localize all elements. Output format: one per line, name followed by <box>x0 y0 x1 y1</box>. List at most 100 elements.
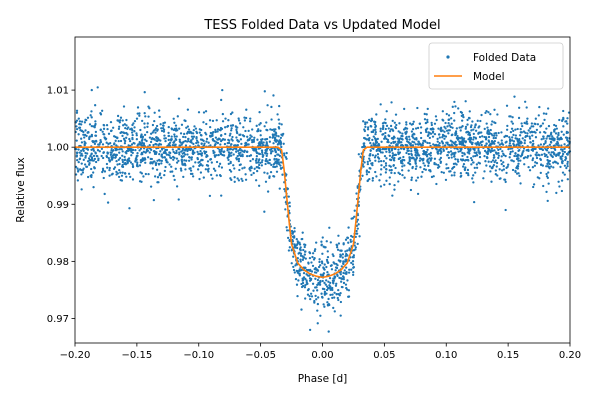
data-point <box>86 152 89 155</box>
data-point <box>220 166 224 169</box>
data-point <box>211 119 215 123</box>
data-point <box>152 143 155 147</box>
data-point <box>325 292 328 295</box>
data-point <box>340 280 343 283</box>
data-point <box>130 143 134 146</box>
data-point <box>274 160 277 163</box>
data-point <box>198 128 201 131</box>
data-point <box>184 144 188 147</box>
data-point <box>261 159 264 162</box>
data-point <box>415 179 418 182</box>
data-point <box>344 283 348 286</box>
data-point <box>465 158 468 162</box>
data-point <box>101 167 105 170</box>
data-point <box>84 118 87 121</box>
data-point <box>273 165 277 169</box>
data-point <box>402 155 405 159</box>
data-point <box>385 110 388 113</box>
data-point <box>333 275 336 278</box>
data-point <box>435 118 438 122</box>
data-point <box>537 153 540 156</box>
data-point <box>103 192 106 196</box>
data-point <box>502 168 506 171</box>
data-point <box>450 174 453 177</box>
data-point <box>168 163 171 166</box>
data-point <box>143 133 147 137</box>
data-point <box>259 142 262 145</box>
data-point <box>552 161 555 164</box>
data-point <box>545 175 549 178</box>
data-point <box>114 139 117 142</box>
data-point <box>341 253 345 256</box>
data-point <box>323 287 326 291</box>
data-point <box>105 162 109 166</box>
data-point <box>437 133 441 136</box>
data-point <box>403 107 406 111</box>
data-point <box>456 158 459 161</box>
data-point <box>433 157 437 160</box>
data-point <box>317 265 321 269</box>
data-point <box>363 142 366 145</box>
data-point <box>391 129 395 132</box>
data-point <box>136 151 139 155</box>
data-point <box>248 154 251 158</box>
data-point <box>215 141 218 144</box>
data-point <box>511 122 515 125</box>
data-point <box>485 156 489 159</box>
data-point <box>366 128 370 131</box>
data-point <box>514 128 517 131</box>
data-point <box>563 147 566 150</box>
data-point <box>228 134 232 137</box>
data-point <box>531 131 534 134</box>
data-point <box>516 139 519 142</box>
data-point <box>545 165 548 168</box>
data-point <box>94 130 98 134</box>
data-point <box>408 158 411 161</box>
data-point <box>160 153 164 156</box>
data-point <box>244 129 247 133</box>
data-point <box>316 302 320 306</box>
data-point <box>315 286 318 289</box>
data-point <box>314 294 317 298</box>
data-point <box>518 137 521 141</box>
data-point <box>472 161 475 164</box>
data-point <box>186 108 190 111</box>
data-point <box>416 126 420 130</box>
data-point <box>333 291 336 294</box>
data-point <box>400 147 403 150</box>
data-point <box>352 273 355 277</box>
data-point <box>547 151 550 154</box>
data-point <box>550 138 553 141</box>
data-point <box>79 128 82 132</box>
data-point <box>210 161 213 164</box>
data-point <box>136 165 139 168</box>
data-point <box>193 125 196 128</box>
data-point <box>357 223 360 226</box>
data-point <box>187 159 191 162</box>
data-point <box>486 126 489 129</box>
data-point <box>509 147 512 150</box>
data-point <box>494 159 497 162</box>
data-point <box>293 226 296 230</box>
data-point <box>98 150 101 153</box>
data-point <box>91 139 94 143</box>
data-point <box>218 128 221 132</box>
data-point <box>444 121 447 125</box>
data-point <box>118 168 121 172</box>
data-point <box>558 185 561 188</box>
data-point <box>461 142 465 145</box>
data-point <box>121 154 124 157</box>
data-point <box>435 182 438 186</box>
data-point <box>548 159 552 163</box>
data-point <box>354 235 357 239</box>
data-point <box>386 138 390 142</box>
data-point <box>478 152 481 155</box>
data-point <box>464 140 468 143</box>
data-point <box>96 86 99 89</box>
data-point <box>368 137 371 140</box>
data-point <box>545 153 548 157</box>
data-point <box>493 132 496 135</box>
data-point <box>143 91 146 94</box>
data-point <box>475 163 479 166</box>
data-point <box>205 150 208 154</box>
